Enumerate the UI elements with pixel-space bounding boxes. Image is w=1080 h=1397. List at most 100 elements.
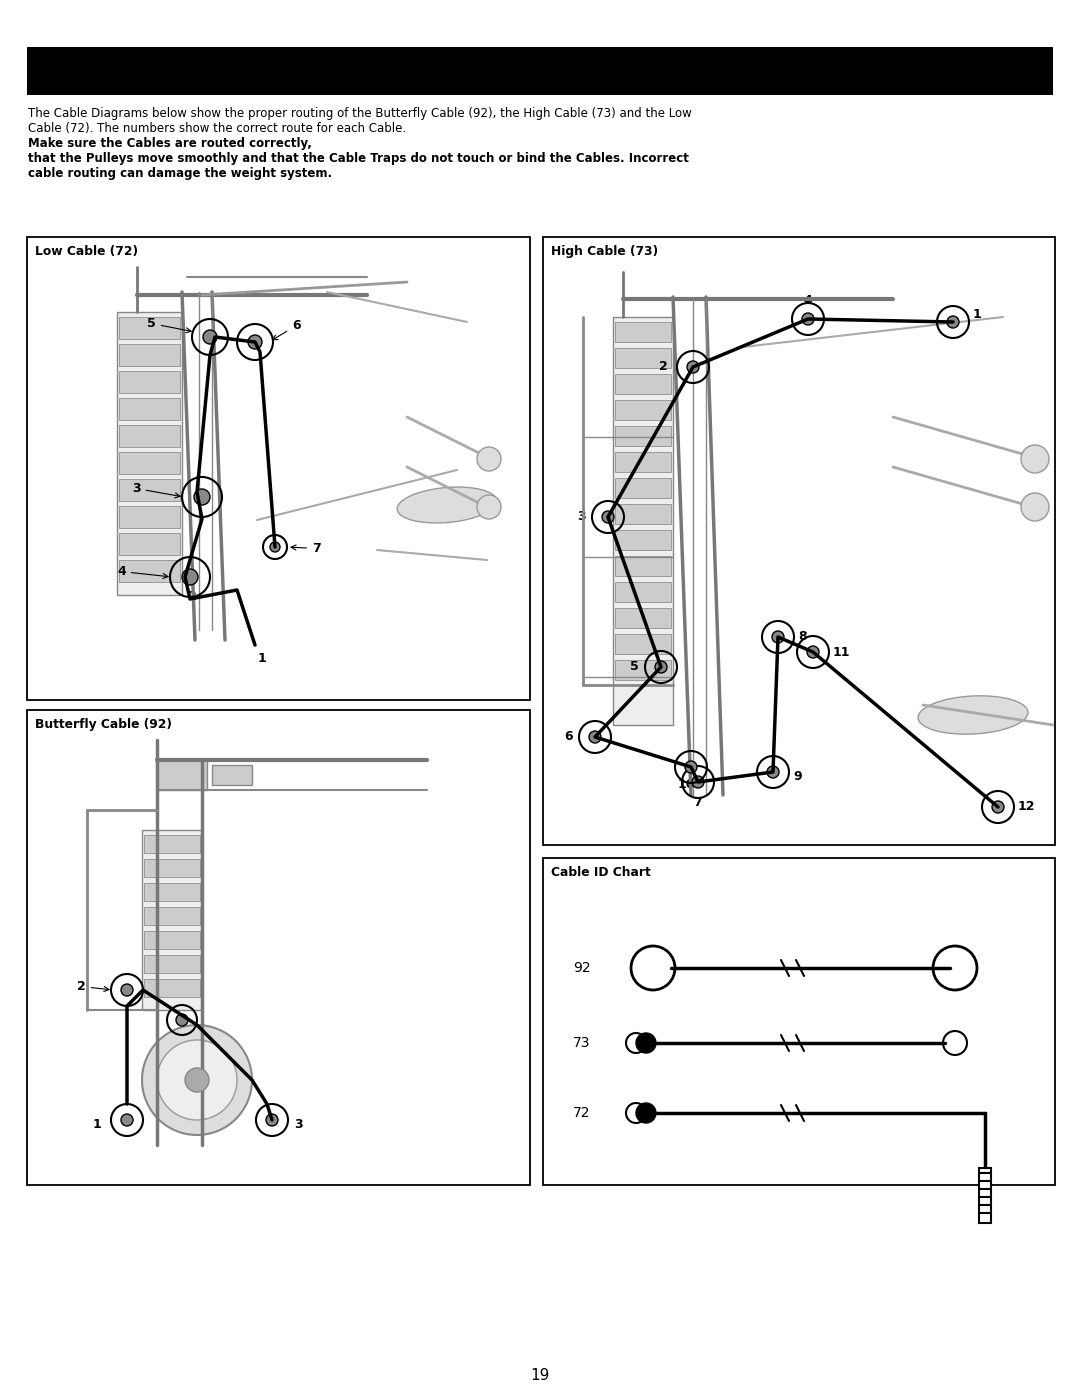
Circle shape [654,661,667,673]
Text: 6: 6 [272,319,300,339]
Circle shape [266,1113,278,1126]
Text: Cable Diagram: Cable Diagram [48,59,243,82]
Bar [615,453,671,472]
Bar [141,830,202,1010]
Bar [615,426,671,446]
Text: that the Pulleys move smoothly and that the Cable Traps do not touch or bind the: that the Pulleys move smoothly and that … [28,152,689,165]
Circle shape [194,489,210,504]
Bar [119,398,180,420]
Circle shape [121,983,133,996]
Circle shape [807,645,819,658]
Bar [144,930,200,949]
Bar [615,583,671,602]
Text: Cable ID Chart: Cable ID Chart [551,866,651,879]
Bar [119,344,180,366]
Text: 1: 1 [973,307,982,320]
Circle shape [589,731,600,743]
Text: 4: 4 [804,295,812,307]
Bar [119,372,180,393]
Circle shape [1021,493,1049,521]
Bar [27,237,530,700]
Text: 72: 72 [573,1106,591,1120]
Text: 2: 2 [188,591,197,604]
Text: The Cable Diagrams below show the proper routing of the Butterfly Cable (92), th: The Cable Diagrams below show the proper… [28,108,692,120]
Bar [144,883,200,901]
Text: 7: 7 [693,795,702,809]
Bar [615,659,671,680]
Text: Cable (72). The numbers show the correct route for each Cable.: Cable (72). The numbers show the correct… [28,122,410,136]
Circle shape [185,1067,210,1092]
Text: 1: 1 [93,1119,102,1132]
Circle shape [685,761,697,773]
Circle shape [636,1032,656,1053]
Text: cable routing can damage the weight system.: cable routing can damage the weight syst… [28,168,333,180]
Text: 92: 92 [573,961,591,975]
Circle shape [687,360,699,373]
Text: 9: 9 [793,771,801,784]
Bar [615,504,671,524]
Bar [615,400,671,420]
Text: 5: 5 [631,661,639,673]
Text: 7: 7 [291,542,321,555]
Bar [543,858,1055,1185]
Circle shape [802,313,814,326]
Text: 12: 12 [1018,800,1036,813]
Text: High Cable (73): High Cable (73) [551,244,658,258]
Bar [543,237,1055,845]
Circle shape [121,1113,133,1126]
Bar [615,348,671,367]
Text: 1: 1 [258,651,267,665]
Circle shape [176,1014,188,1025]
Bar [119,479,180,502]
Bar [615,374,671,394]
Text: 4: 4 [117,564,168,578]
Circle shape [602,511,615,522]
Bar [144,979,200,997]
Bar [119,506,180,528]
Bar [119,317,180,339]
Text: 73: 73 [573,1037,591,1051]
Bar [117,312,183,595]
Bar [119,453,180,474]
Bar [119,560,180,583]
Text: Make sure the Cables are routed correctly,: Make sure the Cables are routed correctl… [28,137,312,149]
Circle shape [183,569,198,585]
Circle shape [947,316,959,328]
Bar [27,47,1053,95]
Text: 6: 6 [565,731,573,743]
Bar [615,608,671,629]
Circle shape [477,495,501,520]
Bar [119,534,180,555]
Circle shape [692,775,704,788]
Bar [212,766,252,785]
Bar [978,1168,991,1222]
Circle shape [270,542,280,552]
Text: 2: 2 [77,981,109,993]
Circle shape [203,330,217,344]
Text: 3: 3 [294,1119,302,1132]
Text: 19: 19 [530,1368,550,1383]
Ellipse shape [397,488,497,522]
Bar [613,317,673,725]
Circle shape [636,1104,656,1123]
Text: 11: 11 [833,645,851,658]
Bar [144,956,200,972]
Circle shape [248,335,262,349]
Text: 10: 10 [677,778,694,792]
Bar [144,907,200,925]
Bar [615,556,671,576]
Circle shape [1021,446,1049,474]
Circle shape [767,766,779,778]
Bar [615,478,671,497]
Text: 5: 5 [147,317,191,332]
Circle shape [477,447,501,471]
Circle shape [157,1039,237,1120]
Bar [615,529,671,550]
Bar [27,710,530,1185]
Bar [144,859,200,877]
Text: Butterfly Cable (92): Butterfly Cable (92) [35,718,172,731]
Text: 3: 3 [132,482,180,497]
Circle shape [772,631,784,643]
Bar [119,425,180,447]
Text: 3: 3 [578,510,586,524]
